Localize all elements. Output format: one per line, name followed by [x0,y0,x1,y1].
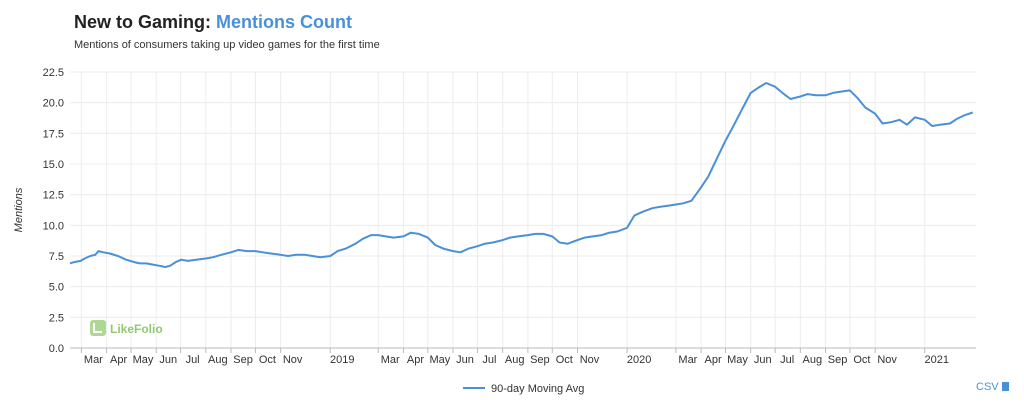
y-tick-label: 0.0 [49,343,64,355]
x-tick-label: Oct [556,354,573,366]
x-tick-label: Aug [208,354,228,366]
x-tick-label: Nov [877,354,897,366]
chart-title: New to Gaming: Mentions Count [74,12,352,33]
logo-text: LikeFolio [110,322,163,336]
y-tick-label: 17.5 [43,128,64,140]
x-tick-label: Jul [186,354,200,366]
logo-watermark: LikeFolio [90,320,163,336]
x-tick-label: Mar [381,354,400,366]
x-tick-label: May [727,354,748,366]
x-tick-label: Jun [456,354,474,366]
y-tick-label: 15.0 [43,159,64,171]
chart-title-accent: Mentions Count [216,12,353,32]
y-tick-label: 12.5 [43,190,64,202]
x-tick-label: Nov [580,354,600,366]
x-tick-label: Jul [780,354,794,366]
x-tick-label: Apr [705,354,722,366]
logo-icon-mark [93,323,102,333]
x-tick-label: Oct [853,354,870,366]
legend[interactable]: 90-day Moving Avg [463,383,584,395]
chart-subtitle: Mentions of consumers taking up video ga… [74,39,380,51]
logo-icon [90,320,106,336]
y-axis-label: Mentions [13,187,25,232]
x-axis: Mar Apr May Jun Jul Aug Sep Oct Nov 2019 Mar Apr May… [70,347,976,366]
x-tick-label: Jun [754,354,772,366]
x-tick-label: Apr [110,354,127,366]
x-tick-label: Sep [233,354,253,366]
chart-title-main: New to Gaming: [74,12,212,32]
y-axis: 0.0 2.5 5.0 7.5 10.0 12.5 15.0 17.5 20.0 22.5 [43,67,64,355]
x-tick-label: Oct [259,354,276,366]
x-tick-label: May [133,354,154,366]
x-tick-label: Jun [159,354,177,366]
x-tick-label: Mar [84,354,103,366]
series-layer [69,82,974,268]
x-tick-label: Aug [803,354,823,366]
x-tick-label: 2019 [330,354,354,366]
x-tick-label: 2020 [627,354,651,366]
x-tick-label: 2021 [925,354,949,366]
y-tick-label: 10.0 [43,220,64,232]
x-tick-label: May [429,354,450,366]
x-tick-label: Jul [482,354,496,366]
series-line[interactable] [69,82,974,268]
x-tick-label: Sep [828,354,848,366]
x-tick-label: Mar [678,354,697,366]
csv-label: CSV [976,381,999,393]
x-tick-label: Sep [530,354,550,366]
grid [70,71,976,349]
x-tick-label: Nov [283,354,303,366]
legend-label[interactable]: 90-day Moving Avg [491,383,584,395]
x-tick-label: Aug [505,354,525,366]
y-tick-label: 5.0 [49,282,64,294]
y-tick-label: 7.5 [49,251,64,263]
x-tick-label: Apr [407,354,424,366]
y-tick-label: 2.5 [49,312,64,324]
csv-download-button[interactable]: CSV [976,381,1009,393]
y-tick-label: 22.5 [43,67,64,79]
y-tick-label: 20.0 [43,98,64,110]
download-icon [1001,382,1009,391]
